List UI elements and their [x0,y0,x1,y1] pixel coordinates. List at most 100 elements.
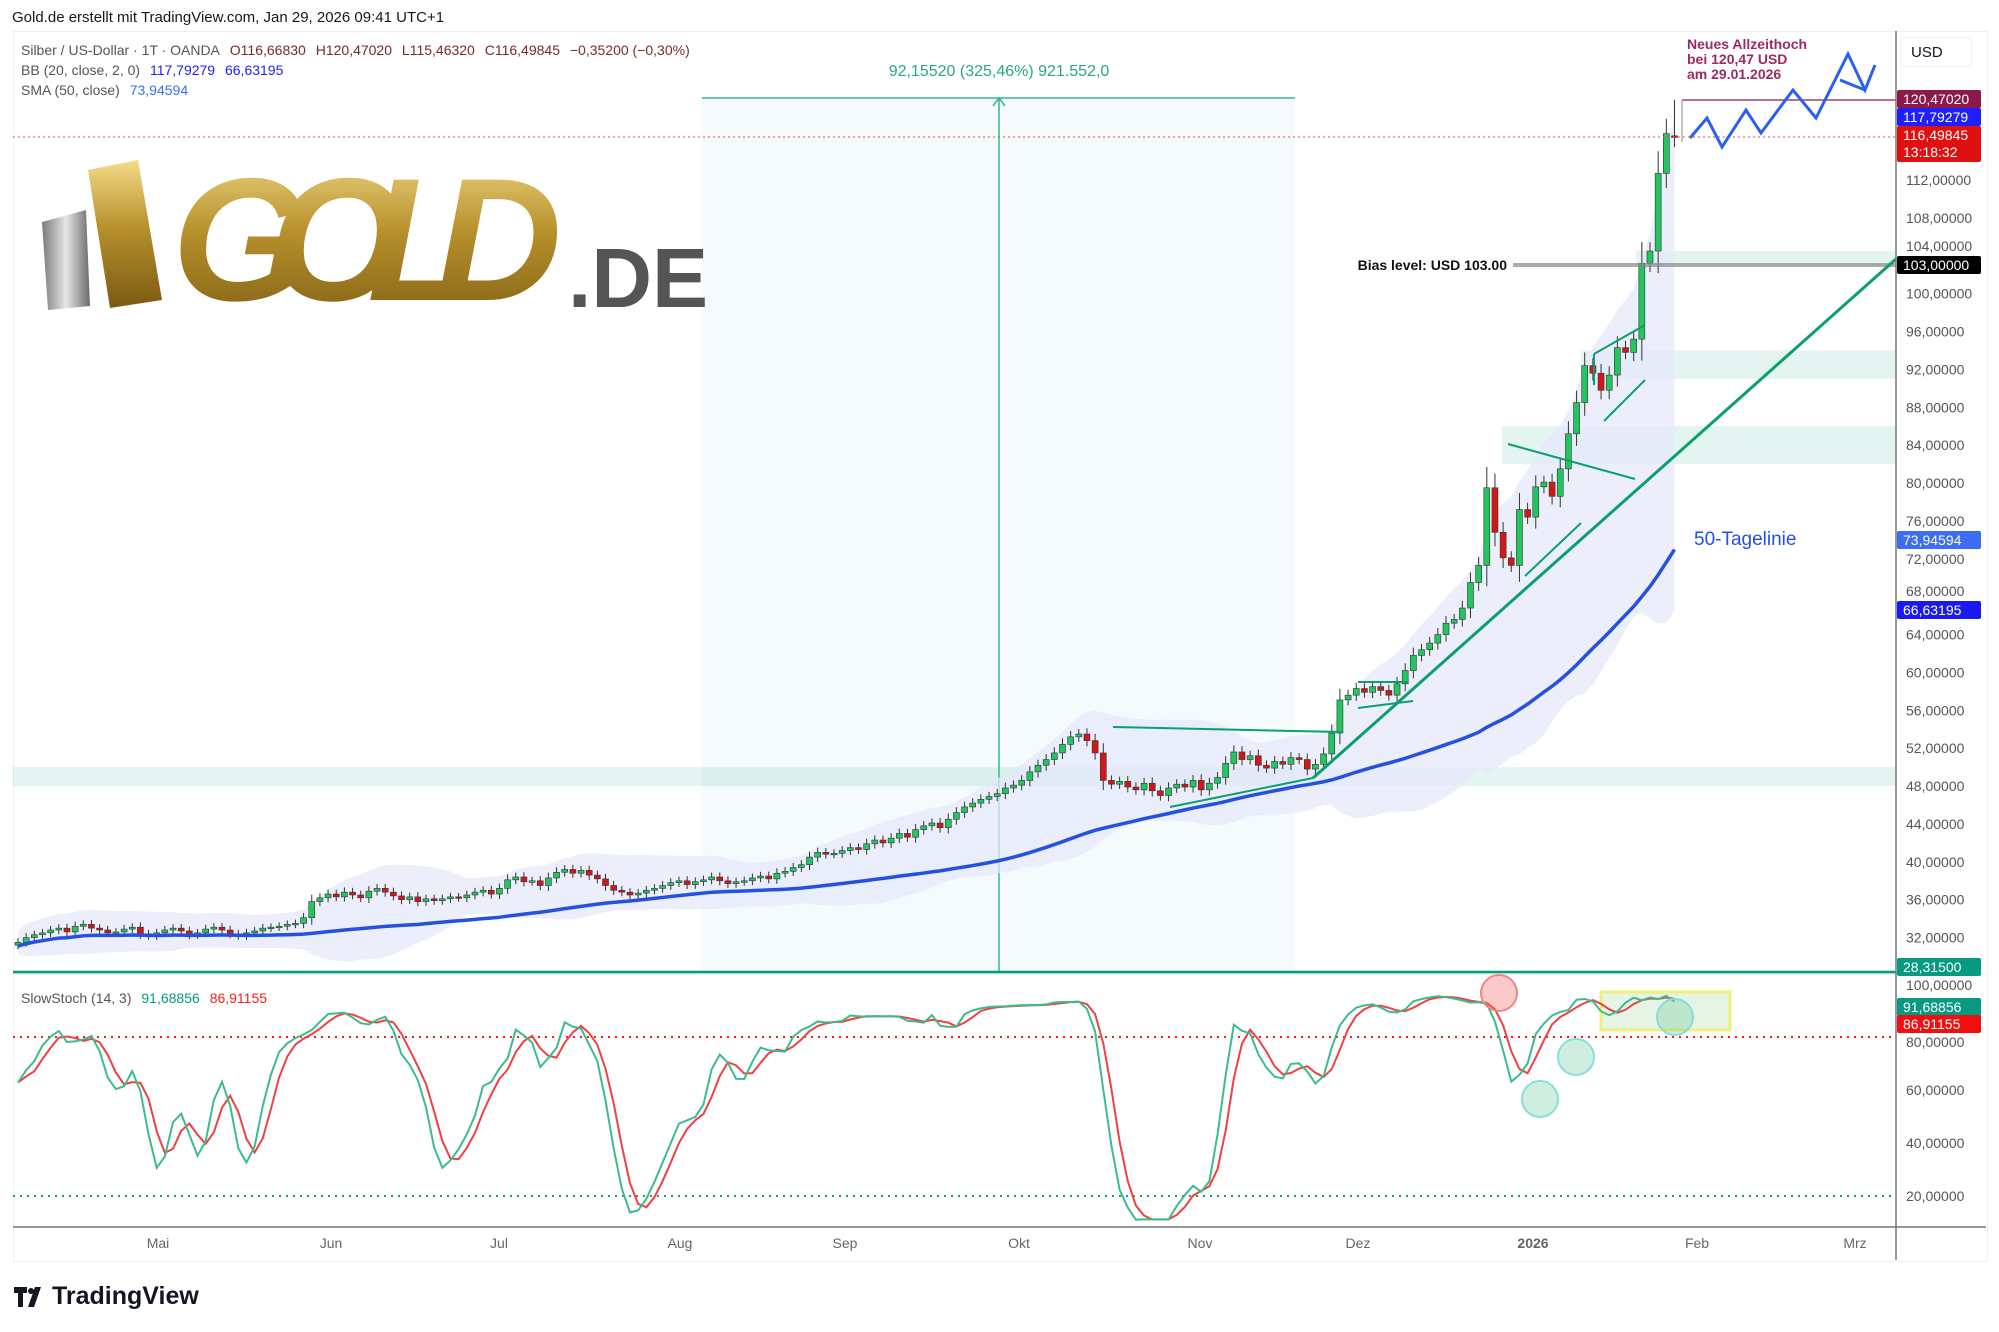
candle[interactable] [1132,782,1140,795]
candle[interactable] [561,864,569,877]
candle[interactable] [1524,502,1531,524]
candle[interactable] [169,924,177,935]
candle[interactable] [1140,777,1148,796]
candle[interactable] [1483,466,1491,587]
candle[interactable] [749,873,756,886]
candle[interactable] [1654,151,1662,274]
candle[interactable] [1622,340,1629,360]
candle[interactable] [1214,772,1221,789]
candle[interactable] [1581,352,1589,416]
candle[interactable] [724,876,732,888]
candle[interactable] [1540,475,1548,494]
candle[interactable] [969,798,977,812]
candle[interactable] [520,872,528,887]
candle[interactable] [373,884,381,896]
candle[interactable] [1026,765,1034,787]
candle[interactable] [871,835,879,849]
candle[interactable] [1173,779,1181,793]
candle[interactable] [324,889,332,903]
candle[interactable] [455,892,462,902]
candle[interactable] [332,889,340,902]
candle[interactable] [357,890,365,903]
candle[interactable] [31,930,38,942]
candle[interactable] [585,865,593,880]
candle[interactable] [1344,689,1352,706]
candle[interactable] [1597,364,1605,400]
candle[interactable] [1034,759,1042,778]
candle[interactable] [1165,782,1172,802]
candle[interactable] [1002,782,1009,799]
candle[interactable] [128,923,136,934]
candle[interactable] [1565,421,1572,482]
stoch-legend[interactable]: SlowStoch (14, 3) 91,68856 86,91155 [21,990,273,1006]
candle[interactable] [1459,600,1466,627]
candle[interactable] [1255,749,1262,772]
stoch-k-line[interactable] [17,994,1676,1221]
candle[interactable] [1352,682,1360,702]
candle[interactable] [308,894,316,925]
candle[interactable] [1263,760,1270,773]
candle[interactable] [545,872,552,891]
candle[interactable] [300,912,307,929]
candle[interactable] [928,818,936,831]
candle[interactable] [610,880,617,895]
trend-drawings[interactable] [1112,257,1897,808]
candle[interactable] [471,887,479,900]
candle[interactable] [1181,779,1189,792]
candle[interactable] [1401,663,1409,692]
candle[interactable] [218,923,226,935]
candle[interactable] [936,818,944,833]
candle[interactable] [920,821,928,835]
candle[interactable] [553,867,560,883]
candle[interactable] [496,883,503,899]
candle[interactable] [740,876,748,886]
candle[interactable] [822,848,830,859]
candle[interactable] [1206,777,1213,796]
candle[interactable] [1083,728,1091,747]
candle[interactable] [1630,330,1637,361]
candle[interactable] [1010,780,1017,793]
candle[interactable] [1442,616,1450,642]
candle[interactable] [1197,774,1205,796]
candle[interactable] [275,922,283,931]
candle[interactable] [1385,684,1393,701]
candle[interactable] [1467,572,1474,619]
candle[interactable] [1303,753,1311,776]
candle[interactable] [675,876,683,887]
candle[interactable] [1148,777,1156,797]
candle[interactable] [1548,473,1556,505]
candle[interactable] [732,877,740,888]
candle[interactable] [953,807,960,825]
candle[interactable] [838,845,846,858]
candle[interactable] [1279,756,1287,770]
candle[interactable] [398,891,405,905]
candle[interactable] [912,824,919,843]
candle[interactable] [1336,688,1344,745]
candle[interactable] [961,801,968,818]
candle[interactable] [806,851,813,871]
candle[interactable] [1614,336,1621,387]
candle[interactable] [528,876,536,886]
candle[interactable] [904,828,911,842]
bb-legend[interactable]: BB (20, close, 2, 0) 117,79279 66,63195 [21,62,289,78]
candle[interactable] [765,871,773,884]
sma-legend[interactable]: SMA (50, close) 73,94594 [21,82,194,98]
candle[interactable] [651,884,658,895]
candle[interactable] [39,928,46,939]
candle[interactable] [463,890,471,903]
candle[interactable] [700,875,707,886]
candle[interactable] [512,872,520,885]
candle[interactable] [993,788,1001,802]
stoch-d-line[interactable] [17,995,1675,1221]
candle[interactable] [1516,493,1523,582]
candle[interactable] [602,873,609,891]
candle[interactable] [1361,683,1368,698]
candle[interactable] [1287,752,1295,770]
candle[interactable] [577,865,585,878]
candle[interactable] [887,833,895,848]
candle[interactable] [267,923,275,932]
candle[interactable] [96,924,103,935]
candle[interactable] [1116,776,1123,789]
candle[interactable] [708,872,715,885]
